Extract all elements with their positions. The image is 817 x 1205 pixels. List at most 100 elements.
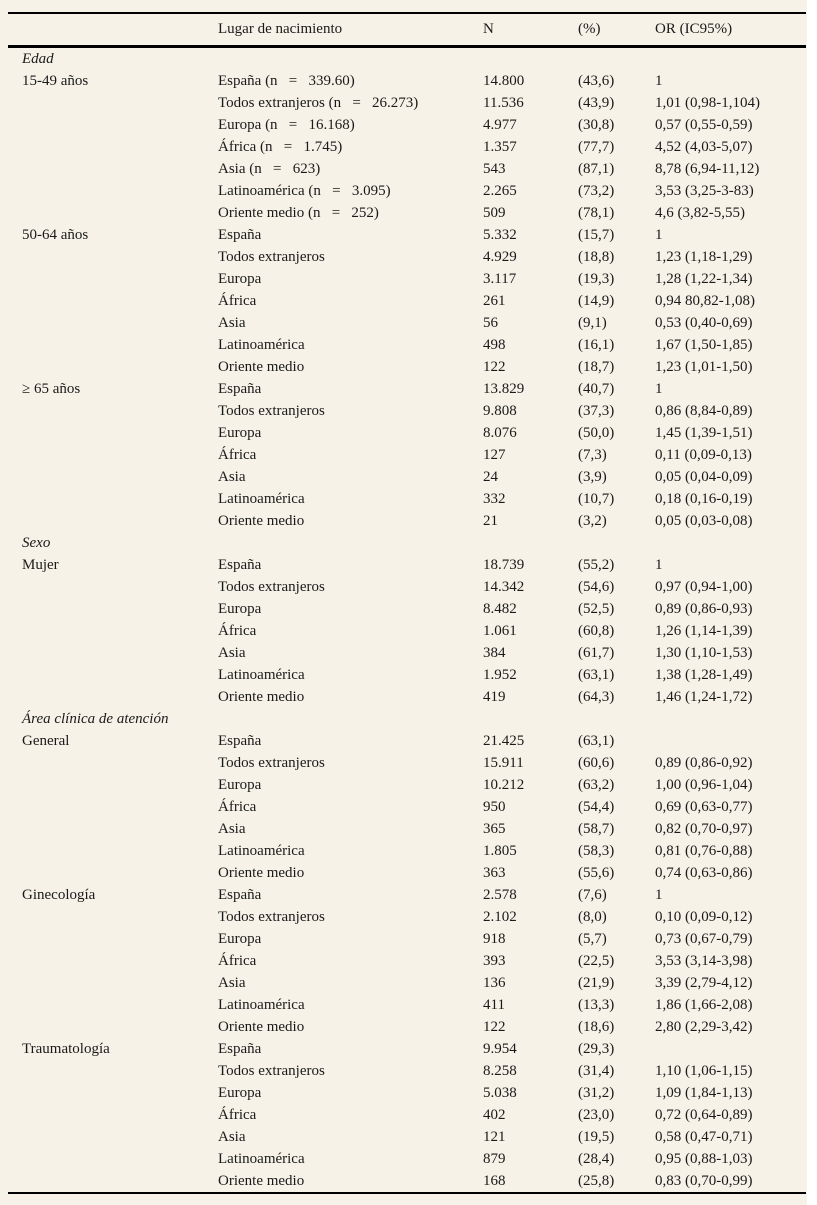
n-cell: 21 — [483, 513, 498, 529]
table-row: África (n = 1.745) 1.357 (77,7) 4,52 (4,03-… — [8, 136, 806, 158]
group-label-cell — [8, 444, 218, 466]
column-header-or: OR (IC95%) — [655, 21, 733, 37]
pct-cell: (43,6) — [578, 73, 615, 89]
pct-cell: (19,3) — [578, 271, 615, 287]
lugar-cell: Latinoamérica — [218, 667, 305, 683]
lugar-cell: Europa — [218, 271, 262, 287]
group-label-cell — [8, 466, 218, 488]
table-row: África 393 (22,5) 3,53 (3,14-3,98) — [8, 950, 806, 972]
pct-cell: (19,5) — [578, 1129, 615, 1145]
pct-cell: (28,4) — [578, 1151, 615, 1167]
group-label-cell — [8, 356, 218, 378]
or-cell: 3,53 (3,14-3,98) — [655, 953, 753, 969]
table-row: Europa 3.117 (19,3) 1,28 (1,22-1,34) — [8, 268, 806, 290]
group-label-cell — [8, 1060, 218, 1082]
or-cell: 1,23 (1,18-1,29) — [655, 249, 753, 265]
group-label-cell — [8, 1082, 218, 1104]
lugar-cell: Asia (n = 623) — [218, 161, 321, 177]
table-row: Asia 365 (58,7) 0,82 (0,70-0,97) — [8, 818, 806, 840]
or-cell: 0,95 (0,88-1,03) — [655, 1151, 753, 1167]
or-cell: 0,81 (0,76-0,88) — [655, 843, 753, 859]
table-row: Oriente medio (n = 252) 509 (78,1) 4,6 (3,8… — [8, 202, 806, 224]
lugar-cell: Europa — [218, 1085, 262, 1101]
lugar-cell: España — [218, 887, 262, 903]
table-row: Asia 56 (9,1) 0,53 (0,40-0,69) — [8, 312, 806, 334]
pct-cell: (54,6) — [578, 579, 615, 595]
pct-cell: (25,8) — [578, 1173, 615, 1189]
pct-cell: (64,3) — [578, 689, 615, 705]
n-cell: 879 — [483, 1151, 506, 1167]
lugar-cell: África — [218, 799, 257, 815]
group-label-cell — [8, 796, 218, 818]
table-row: Asia 136 (21,9) 3,39 (2,79-4,12) — [8, 972, 806, 994]
n-cell: 9.808 — [483, 403, 517, 419]
lugar-cell: Latinoamérica — [218, 337, 305, 353]
pct-cell: (22,5) — [578, 953, 615, 969]
pct-cell: (77,7) — [578, 139, 615, 155]
lugar-cell: África — [218, 623, 257, 639]
or-cell: 1 — [655, 73, 663, 89]
group-label-cell: 50-64 años — [22, 227, 89, 243]
lugar-cell: África — [218, 447, 257, 463]
group-label-cell — [8, 1016, 218, 1038]
group-label-cell — [8, 136, 218, 158]
n-cell: 13.829 — [483, 381, 525, 397]
n-cell: 332 — [483, 491, 506, 507]
n-cell: 18.739 — [483, 557, 525, 573]
table-row: Mujer España 18.739 (55,2) 1 — [8, 554, 806, 576]
pct-cell: (63,2) — [578, 777, 615, 793]
pct-cell: (23,0) — [578, 1107, 615, 1123]
lugar-cell: España — [218, 1041, 262, 1057]
n-cell: 168 — [483, 1173, 506, 1189]
lugar-cell: España — [218, 227, 262, 243]
group-label-cell — [8, 158, 218, 180]
lugar-cell: África — [218, 1107, 257, 1123]
section-title: Edad — [22, 51, 54, 67]
or-cell: 1,26 (1,14-1,39) — [655, 623, 753, 639]
n-cell: 411 — [483, 997, 505, 1013]
or-cell: 0,57 (0,55-0,59) — [655, 117, 753, 133]
group-label-cell — [8, 774, 218, 796]
n-cell: 11.536 — [483, 95, 524, 111]
pct-cell: (31,4) — [578, 1063, 615, 1079]
lugar-cell: Oriente medio — [218, 1173, 305, 1189]
table-row: Asia (n = 623) 543 (87,1) 8,78 (6,94-11,12) — [8, 158, 806, 180]
lugar-cell: Oriente medio — [218, 689, 305, 705]
or-cell: 4,6 (3,82-5,55) — [655, 205, 745, 221]
table-row: Latinoamérica 498 (16,1) 1,67 (1,50-1,85) — [8, 334, 806, 356]
table-row: Todos extranjeros 14.342 (54,6) 0,97 (0,94-… — [8, 576, 806, 598]
pct-cell: (78,1) — [578, 205, 615, 221]
or-cell: 1,00 (0,96-1,04) — [655, 777, 753, 793]
lugar-cell: Latinoamérica — [218, 491, 305, 507]
lugar-cell: España — [218, 381, 262, 397]
or-cell: 0,72 (0,64-0,89) — [655, 1107, 753, 1123]
or-cell: 0,05 (0,04-0,09) — [655, 469, 753, 485]
or-cell — [655, 730, 806, 752]
n-cell: 56 — [483, 315, 498, 331]
table-row: 50-64 años España 5.332 (15,7) 1 — [8, 224, 806, 246]
n-cell: 498 — [483, 337, 506, 353]
or-cell: 1,30 (1,10-1,53) — [655, 645, 753, 661]
lugar-cell: Latinoamérica — [218, 997, 305, 1013]
table-row: Oriente medio 21 (3,2) 0,05 (0,03-0,08) — [8, 510, 806, 532]
pct-cell: (58,7) — [578, 821, 615, 837]
or-cell: 1,46 (1,24-1,72) — [655, 689, 753, 705]
group-label-cell — [8, 576, 218, 598]
pct-cell: (7,3) — [578, 447, 607, 463]
table-row: África 402 (23,0) 0,72 (0,64-0,89) — [8, 1104, 806, 1126]
table-row: Oriente medio 168 (25,8) 0,83 (0,70-0,99) — [8, 1170, 806, 1193]
pct-cell: (7,6) — [578, 887, 607, 903]
column-header-pct: (%) — [578, 21, 601, 37]
statistics-table: Lugar de nacimiento N (%) OR (IC95%) Eda… — [8, 12, 806, 1194]
group-label-cell — [8, 906, 218, 928]
lugar-cell: África — [218, 293, 257, 309]
or-cell: 0,83 (0,70-0,99) — [655, 1173, 753, 1189]
table-row: Todos extranjeros 9.808 (37,3) 0,86 (8,84-0… — [8, 400, 806, 422]
pct-cell: (15,7) — [578, 227, 615, 243]
n-cell: 2.265 — [483, 183, 517, 199]
lugar-cell: Asia — [218, 645, 246, 661]
lugar-cell: Oriente medio — [218, 513, 305, 529]
table-row: Traumatología España 9.954 (29,3) — [8, 1038, 806, 1060]
